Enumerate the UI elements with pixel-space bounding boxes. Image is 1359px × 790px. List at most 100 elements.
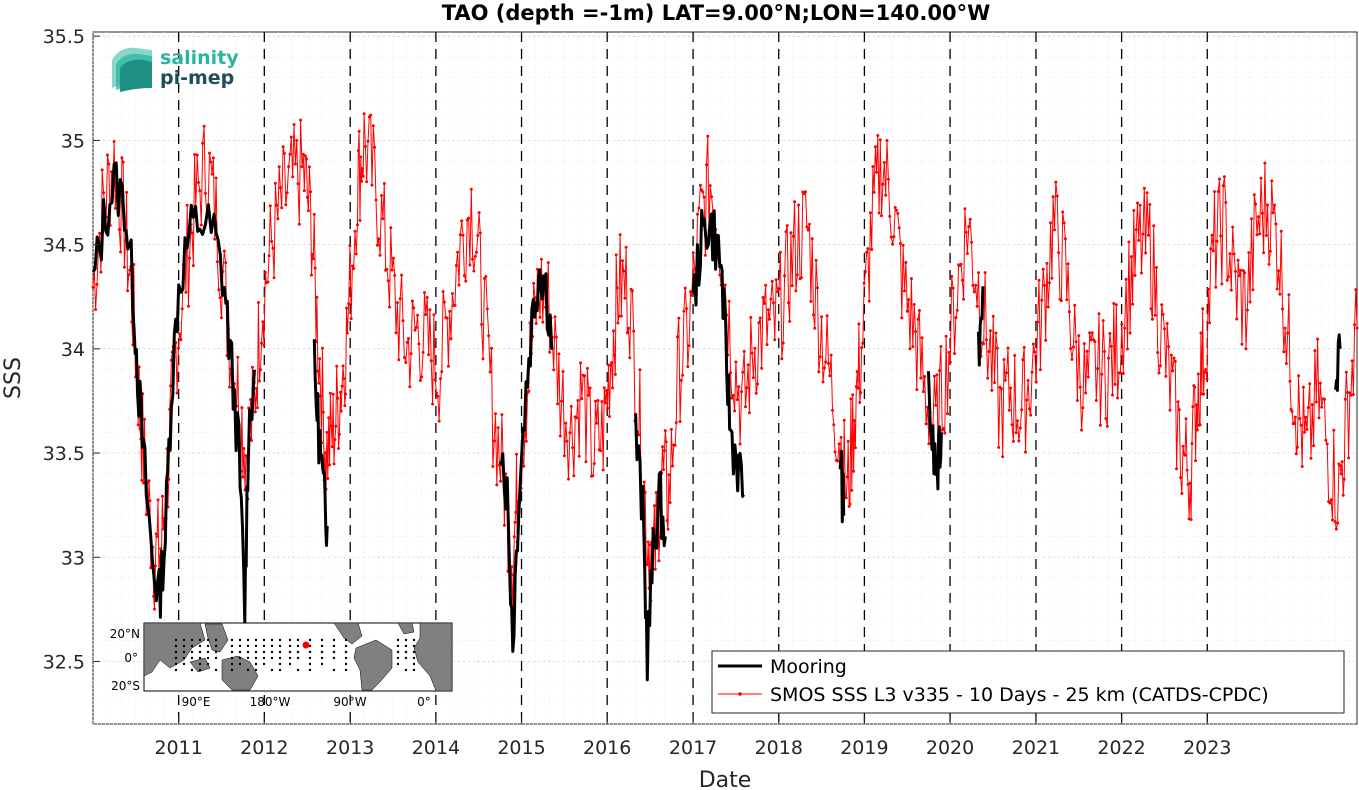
series-point-smos bbox=[1266, 203, 1270, 207]
series-point-smos bbox=[319, 394, 323, 398]
series-point-smos bbox=[740, 390, 743, 394]
series-point-smos bbox=[343, 404, 347, 408]
series-point-smos bbox=[904, 261, 908, 264]
series-point-smos bbox=[646, 540, 650, 544]
series-point-smos bbox=[836, 459, 840, 463]
series-point-smos bbox=[310, 252, 314, 256]
series-point-smos bbox=[317, 381, 321, 385]
series-point-smos bbox=[962, 297, 966, 301]
series-point-smos bbox=[191, 264, 195, 268]
series-point-smos bbox=[1275, 287, 1279, 291]
series-point-smos bbox=[178, 332, 182, 336]
series-point-smos bbox=[852, 469, 856, 473]
x-axis-label: Date bbox=[699, 768, 752, 790]
series-point-smos bbox=[899, 242, 902, 245]
buoy-dot bbox=[254, 644, 258, 648]
series-point-smos bbox=[860, 346, 864, 350]
buoy-dot bbox=[308, 668, 312, 672]
series-point-smos bbox=[1010, 423, 1014, 427]
series-point-smos bbox=[156, 498, 160, 502]
series-point-smos bbox=[630, 289, 634, 293]
series-point-smos bbox=[423, 291, 426, 295]
series-point-smos bbox=[1324, 438, 1328, 442]
series-point-smos bbox=[1165, 322, 1169, 325]
series-point-smos bbox=[1062, 221, 1066, 225]
series-point-smos bbox=[342, 377, 346, 381]
series-line-mooring bbox=[634, 413, 667, 682]
series-point-smos bbox=[1303, 430, 1307, 434]
series-point-smos bbox=[804, 190, 807, 194]
series-point-smos bbox=[897, 226, 901, 230]
series-layer bbox=[91, 112, 1359, 682]
series-point-smos bbox=[284, 203, 288, 207]
series-point-smos bbox=[831, 408, 834, 412]
series-point-smos bbox=[373, 145, 377, 149]
series-point-smos bbox=[1081, 406, 1085, 410]
plot-area bbox=[91, 31, 1359, 725]
buoy-dot bbox=[296, 668, 300, 672]
buoy-dot bbox=[344, 650, 348, 654]
buoy-dot bbox=[278, 662, 282, 666]
series-point-smos bbox=[1293, 415, 1297, 419]
inset-lat-label-20s: 20°S bbox=[111, 679, 140, 693]
series-point-smos bbox=[970, 240, 974, 244]
series-point-smos bbox=[256, 301, 260, 304]
series-point-smos bbox=[1138, 203, 1142, 207]
series-point-smos bbox=[657, 559, 661, 563]
series-point-smos bbox=[756, 382, 759, 386]
series-point-smos bbox=[349, 317, 353, 321]
series-point-smos bbox=[817, 370, 821, 374]
buoy-dot bbox=[230, 650, 234, 654]
series-point-smos bbox=[1002, 358, 1006, 361]
series-point-smos bbox=[988, 329, 992, 333]
series-point-smos bbox=[1185, 468, 1189, 472]
series-point-smos bbox=[413, 328, 417, 332]
series-point-smos bbox=[889, 235, 893, 239]
series-line-mooring bbox=[91, 161, 256, 625]
series-point-smos bbox=[432, 313, 436, 317]
series-point-smos bbox=[412, 306, 416, 310]
series-point-smos bbox=[407, 337, 410, 340]
series-point-smos bbox=[1287, 293, 1291, 297]
series-point-smos bbox=[1128, 331, 1132, 335]
series-point-smos bbox=[855, 370, 859, 374]
series-point-smos bbox=[1297, 374, 1301, 378]
series-point-smos bbox=[561, 370, 565, 373]
series-point-smos bbox=[623, 296, 627, 300]
series-point-smos bbox=[1323, 397, 1326, 401]
series-line-mooring bbox=[1334, 333, 1342, 392]
series-point-smos bbox=[354, 252, 358, 256]
series-point-smos bbox=[968, 217, 972, 221]
series-point-smos bbox=[762, 302, 766, 305]
series-point-smos bbox=[595, 421, 599, 425]
series-point-smos bbox=[184, 290, 188, 294]
series-point-smos bbox=[778, 250, 782, 254]
series-point-smos bbox=[553, 315, 557, 319]
series-point-smos bbox=[277, 165, 281, 169]
series-point-smos bbox=[253, 410, 257, 414]
series-point-smos bbox=[1108, 332, 1112, 335]
series-point-smos bbox=[871, 165, 875, 169]
series-point-smos bbox=[938, 369, 942, 373]
series-point-smos bbox=[356, 223, 359, 227]
series-point-smos bbox=[1316, 337, 1320, 341]
series-point-smos bbox=[863, 270, 867, 274]
series-point-smos bbox=[806, 228, 810, 232]
series-point-smos bbox=[1047, 281, 1051, 285]
series-point-smos bbox=[300, 165, 304, 169]
buoy-dot bbox=[332, 656, 336, 660]
series-point-smos bbox=[102, 191, 106, 195]
series-point-smos bbox=[921, 390, 925, 394]
series-point-smos bbox=[1136, 201, 1139, 205]
buoy-dot bbox=[206, 644, 210, 648]
buoy-dot bbox=[278, 656, 282, 660]
series-point-smos bbox=[421, 350, 425, 354]
buoy-dot bbox=[198, 662, 202, 666]
series-point-smos bbox=[112, 140, 116, 143]
series-point-smos bbox=[588, 386, 592, 390]
buoy-dot bbox=[198, 644, 202, 648]
series-point-smos bbox=[1097, 312, 1101, 316]
series-point-smos bbox=[393, 274, 397, 277]
series-point-smos bbox=[176, 346, 180, 350]
buoy-dot bbox=[262, 662, 266, 666]
